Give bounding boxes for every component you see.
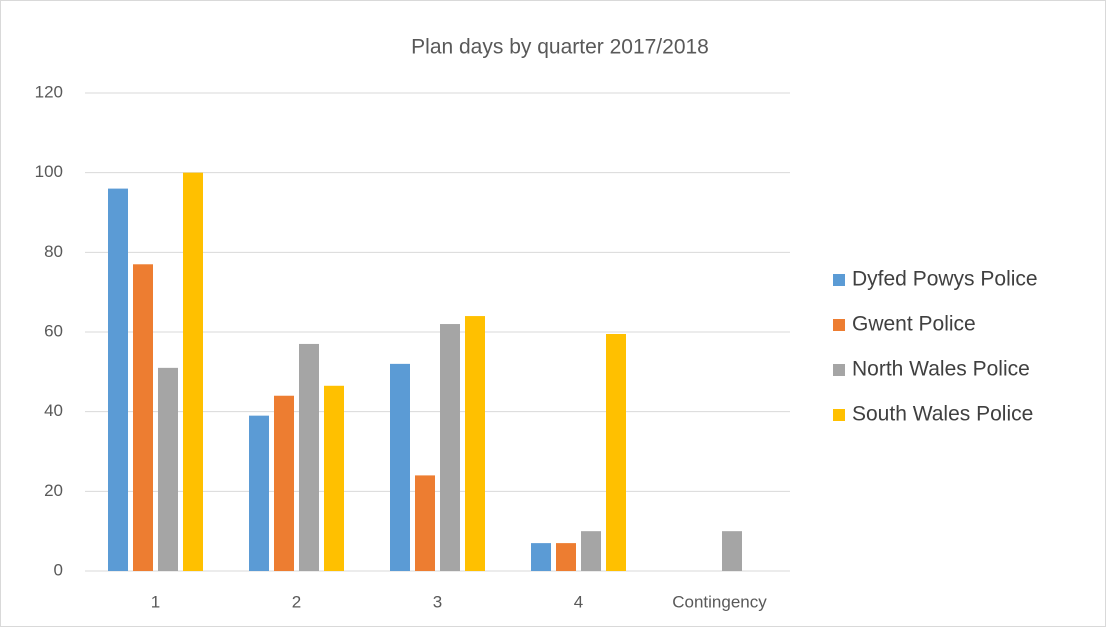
y-tick-label: 20	[44, 481, 63, 500]
bar	[108, 188, 128, 571]
bar	[440, 324, 460, 571]
legend-label: Dyfed Powys Police	[852, 268, 1038, 291]
bar	[606, 333, 626, 571]
bar	[299, 343, 319, 571]
x-tick-label: 3	[433, 592, 442, 611]
bar	[531, 543, 551, 571]
bar	[324, 385, 344, 571]
chart-title: Plan days by quarter 2017/2018	[411, 36, 709, 59]
bar	[415, 475, 435, 571]
x-tick-label: 4	[574, 592, 583, 611]
bar	[183, 172, 203, 571]
y-tick-label: 60	[44, 321, 63, 340]
bar	[274, 395, 294, 571]
y-tick-label: 0	[54, 560, 63, 579]
bar	[249, 415, 269, 571]
legend-swatch	[833, 319, 845, 331]
legend-swatch	[833, 274, 845, 286]
legend-swatch	[833, 364, 845, 376]
bar	[556, 543, 576, 571]
bar	[133, 264, 153, 571]
x-tick-label: Contingency	[672, 592, 767, 611]
legend-swatch	[833, 409, 845, 421]
y-tick-label: 120	[35, 82, 63, 101]
y-tick-label: 100	[35, 162, 63, 181]
bar	[722, 531, 742, 571]
y-tick-label: 40	[44, 401, 63, 420]
legend-label: North Wales Police	[852, 358, 1030, 381]
y-tick-label: 80	[44, 242, 63, 261]
bar	[390, 363, 410, 571]
bar	[465, 316, 485, 571]
x-tick-label: 1	[151, 592, 160, 611]
legend-label: Gwent Police	[852, 313, 976, 336]
bar	[158, 367, 178, 571]
legend-label: South Wales Police	[852, 403, 1033, 426]
x-tick-label: 2	[292, 592, 301, 611]
bar	[581, 531, 601, 571]
